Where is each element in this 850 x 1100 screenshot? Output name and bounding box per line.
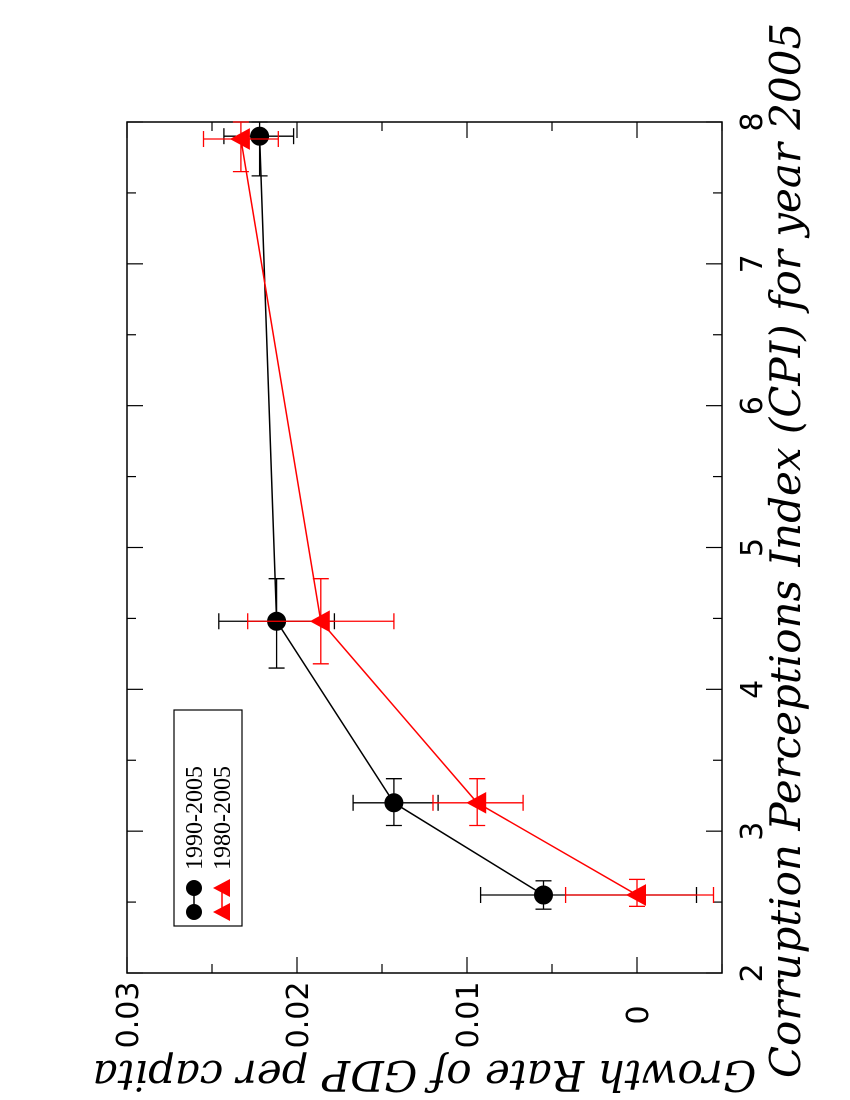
legend-marker-circle bbox=[186, 904, 202, 920]
legend-marker-triangle bbox=[213, 903, 230, 921]
data-point-circle bbox=[534, 885, 553, 905]
cpi-tick-label: 2 bbox=[735, 963, 770, 982]
growth-tick-label: 0 bbox=[621, 1005, 656, 1024]
legend-label: 1990-2005 bbox=[182, 766, 208, 870]
cpi-tick-label: 6 bbox=[735, 396, 770, 415]
cpi-tick-label: 8 bbox=[735, 112, 770, 131]
series-1980-2005 bbox=[202, 121, 715, 907]
data-point-triangle bbox=[229, 128, 250, 150]
legend-marker-triangle bbox=[213, 879, 230, 897]
data-point-triangle bbox=[309, 610, 330, 633]
series-line bbox=[258, 136, 544, 896]
growth-axis-title: Growth Rate of GDP per capita bbox=[93, 1051, 757, 1100]
legend-label: 1980-2005 bbox=[210, 766, 236, 870]
legend: 1990-2005 1980-2005 bbox=[173, 709, 243, 927]
data-point-circle bbox=[250, 126, 270, 146]
cpi-tick-label: 3 bbox=[735, 822, 770, 841]
series-layer bbox=[202, 121, 715, 910]
cpi-tick-label: 5 bbox=[735, 538, 770, 557]
labels-layer: 2 3 4 5 6 7 8 0 0.01 0.02 0.03 Corruption Perceptio… bbox=[93, 23, 810, 1100]
plot-border bbox=[126, 121, 723, 974]
data-point-circle bbox=[384, 793, 404, 813]
cpi-tick-label: 4 bbox=[735, 680, 770, 699]
legend-marker-circle bbox=[186, 880, 202, 896]
series-line bbox=[240, 138, 638, 896]
plot-frame bbox=[126, 121, 723, 974]
cpi-tick-label: 7 bbox=[735, 254, 770, 273]
growth-tick-label: 0.01 bbox=[451, 982, 486, 1049]
data-point-triangle bbox=[625, 884, 646, 906]
legend-box bbox=[173, 709, 243, 927]
growth-tick-label: 0.02 bbox=[281, 982, 316, 1049]
data-point-triangle bbox=[466, 791, 487, 814]
growth-tick-label: 0.03 bbox=[111, 982, 146, 1049]
cpi-axis-title: Corruption Perceptions Index (CPI) for y… bbox=[761, 23, 810, 1078]
